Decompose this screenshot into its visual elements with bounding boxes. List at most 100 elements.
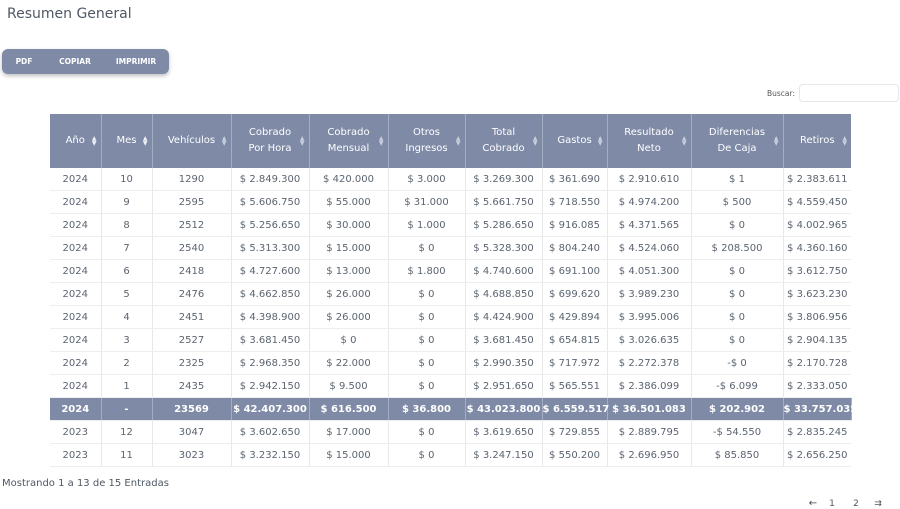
table-cell: $ 2.835.245 bbox=[783, 420, 851, 444]
table-cell: $ 616.500 bbox=[309, 397, 389, 421]
table-cell: $ 4.524.060 bbox=[607, 236, 692, 260]
table-cell: $ 0 bbox=[388, 420, 466, 444]
sort-icon: ▲ ▼ bbox=[221, 135, 227, 147]
column-header[interactable]: Diferencias De Caja ▲ ▼ bbox=[691, 114, 784, 168]
table-row: 2024 10 1290 $ 2.849.300 $ 420.000 $ 3.000 $ 3… bbox=[50, 168, 851, 191]
table-cell: 2024 bbox=[50, 213, 102, 237]
column-header[interactable]: Mes ▲ ▼ bbox=[101, 114, 153, 168]
table-cell: $ 2.272.378 bbox=[607, 351, 692, 375]
table-row: 2024 9 2595 $ 5.606.750 $ 55.000 $ 31.000 $ 5.… bbox=[50, 190, 851, 214]
sort-icon: ▲ ▼ bbox=[142, 135, 148, 147]
table-cell: $ 4.662.850 bbox=[231, 282, 310, 306]
table-cell: 2023 bbox=[50, 420, 102, 444]
column-header[interactable]: Otros Ingresos ▲ ▼ bbox=[388, 114, 466, 168]
table-cell: $ 1 bbox=[691, 168, 784, 191]
table-cell: $ 2.656.250 bbox=[783, 443, 851, 467]
table-cell: $ 0 bbox=[691, 282, 784, 306]
table-row: 2024 1 2435 $ 2.942.150 $ 9.500 $ 0 $ 2.951.65… bbox=[50, 374, 851, 398]
column-header[interactable]: Vehículos ▲ ▼ bbox=[152, 114, 232, 168]
table-cell: $ 3.269.300 bbox=[465, 168, 543, 191]
table-cell: $ 4.727.600 bbox=[231, 259, 310, 283]
table-cell: 3 bbox=[101, 328, 153, 352]
table-row: 2024 5 2476 $ 4.662.850 $ 26.000 $ 0 $ 4.688.8… bbox=[50, 282, 851, 306]
copy-button[interactable]: COPIAR bbox=[59, 57, 91, 66]
column-header[interactable]: Retiros ▲ ▼ bbox=[783, 114, 851, 168]
table-cell: 3023 bbox=[152, 443, 232, 467]
table-cell: $ 2.696.950 bbox=[607, 443, 692, 467]
print-button[interactable]: IMPRIMIR bbox=[115, 57, 157, 66]
table-cell: $ 30.000 bbox=[309, 213, 389, 237]
sort-icon: ▲ ▼ bbox=[455, 135, 461, 147]
table-cell: $ 4.559.450 bbox=[783, 190, 851, 214]
column-header[interactable]: Cobrado Mensual ▲ ▼ bbox=[309, 114, 389, 168]
table-cell: 2595 bbox=[152, 190, 232, 214]
table-cell: 2023 bbox=[50, 443, 102, 467]
table-cell: $ 2.383.611 bbox=[783, 168, 851, 191]
table-cell: $ 5.328.300 bbox=[465, 236, 543, 260]
table-cell: $ 55.000 bbox=[309, 190, 389, 214]
table-cell: $ 42.407.300 bbox=[231, 397, 310, 421]
table-cell: 9 bbox=[101, 190, 153, 214]
column-header-label: Resultado bbox=[624, 127, 674, 138]
table-cell: $ 0 bbox=[691, 305, 784, 329]
table-cell: $ 36.501.083 bbox=[607, 397, 692, 421]
table-cell: $ 3.681.450 bbox=[465, 328, 543, 352]
table-cell: $ 208.500 bbox=[691, 236, 784, 260]
sort-icon: ▲ ▼ bbox=[681, 135, 687, 147]
table-cell: $ 2.889.795 bbox=[607, 420, 692, 444]
table-cell: $ 420.000 bbox=[309, 168, 389, 191]
table-cell: $ 4.002.965 bbox=[783, 213, 851, 237]
column-header[interactable]: Gastos ▲ ▼ bbox=[542, 114, 608, 168]
table-cell: 2024 bbox=[50, 351, 102, 375]
table-cell: $ 3.619.650 bbox=[465, 420, 543, 444]
column-header-label: Diferencias bbox=[708, 127, 766, 138]
table-cell: 6 bbox=[101, 259, 153, 283]
table-row: 2024 6 2418 $ 4.727.600 $ 13.000 $ 1.800 $ 4.7… bbox=[50, 259, 851, 283]
table-cell: $ 3.623.230 bbox=[783, 282, 851, 306]
table-cell: 2024 bbox=[50, 397, 102, 421]
column-header-label: De Caja bbox=[717, 143, 757, 154]
table-cell: $ 202.902 bbox=[691, 397, 784, 421]
table-cell: -$ 6.099 bbox=[691, 374, 784, 398]
table-cell: 8 bbox=[101, 213, 153, 237]
prev-page-button[interactable]: ← bbox=[808, 498, 818, 509]
table-cell: $ 2.968.350 bbox=[231, 351, 310, 375]
column-header[interactable]: Año ▲ ▼ bbox=[50, 114, 102, 168]
table-cell: 2024 bbox=[50, 259, 102, 283]
table-cell: 4 bbox=[101, 305, 153, 329]
page-1-button[interactable]: 1 bbox=[829, 498, 835, 509]
column-header[interactable]: Cobrado Por Hora ▲ ▼ bbox=[231, 114, 310, 168]
column-header-label: Por Hora bbox=[248, 143, 292, 154]
table-cell: $ 6.559.517 bbox=[542, 397, 609, 421]
sort-icon: ▲ ▼ bbox=[842, 135, 847, 147]
table-cell: 2418 bbox=[152, 259, 232, 283]
table-cell: 23569 bbox=[152, 397, 232, 421]
table-cell: 2325 bbox=[152, 351, 232, 375]
table-cell: $ 9.500 bbox=[309, 374, 389, 398]
table-cell: 2024 bbox=[50, 374, 102, 398]
column-header-label: Mensual bbox=[327, 143, 370, 154]
table-cell: $ 550.200 bbox=[542, 443, 608, 467]
table-cell: $ 2.951.650 bbox=[465, 374, 543, 398]
table-cell: $ 718.550 bbox=[542, 190, 608, 214]
table-row: 2023 12 3047 $ 3.602.650 $ 17.000 $ 0 $ 3.619.… bbox=[50, 420, 851, 444]
column-header[interactable]: Total Cobrado ▲ ▼ bbox=[465, 114, 543, 168]
table-cell: $ 22.000 bbox=[309, 351, 389, 375]
column-header-label: Total bbox=[491, 127, 516, 138]
table-cell: $ 13.000 bbox=[309, 259, 389, 283]
page-2-button[interactable]: 2 bbox=[853, 498, 859, 509]
table-cell: $ 2.170.728 bbox=[783, 351, 851, 375]
sort-icon: ▲ ▼ bbox=[532, 135, 538, 147]
table-cell: 2435 bbox=[152, 374, 232, 398]
table-cell: $ 0 bbox=[691, 328, 784, 352]
table-cell: $ 17.000 bbox=[309, 420, 389, 444]
sort-icon: ▲ ▼ bbox=[299, 135, 305, 147]
column-header[interactable]: Resultado Neto ▲ ▼ bbox=[607, 114, 692, 168]
pdf-button[interactable]: PDF bbox=[15, 57, 33, 66]
search-input[interactable] bbox=[799, 84, 900, 102]
last-page-button[interactable]: ⇉ bbox=[874, 498, 882, 509]
table-cell: $ 717.972 bbox=[542, 351, 608, 375]
table-cell: $ 3.806.956 bbox=[783, 305, 851, 329]
table-cell: $ 26.000 bbox=[309, 305, 389, 329]
table-cell: 2024 bbox=[50, 282, 102, 306]
